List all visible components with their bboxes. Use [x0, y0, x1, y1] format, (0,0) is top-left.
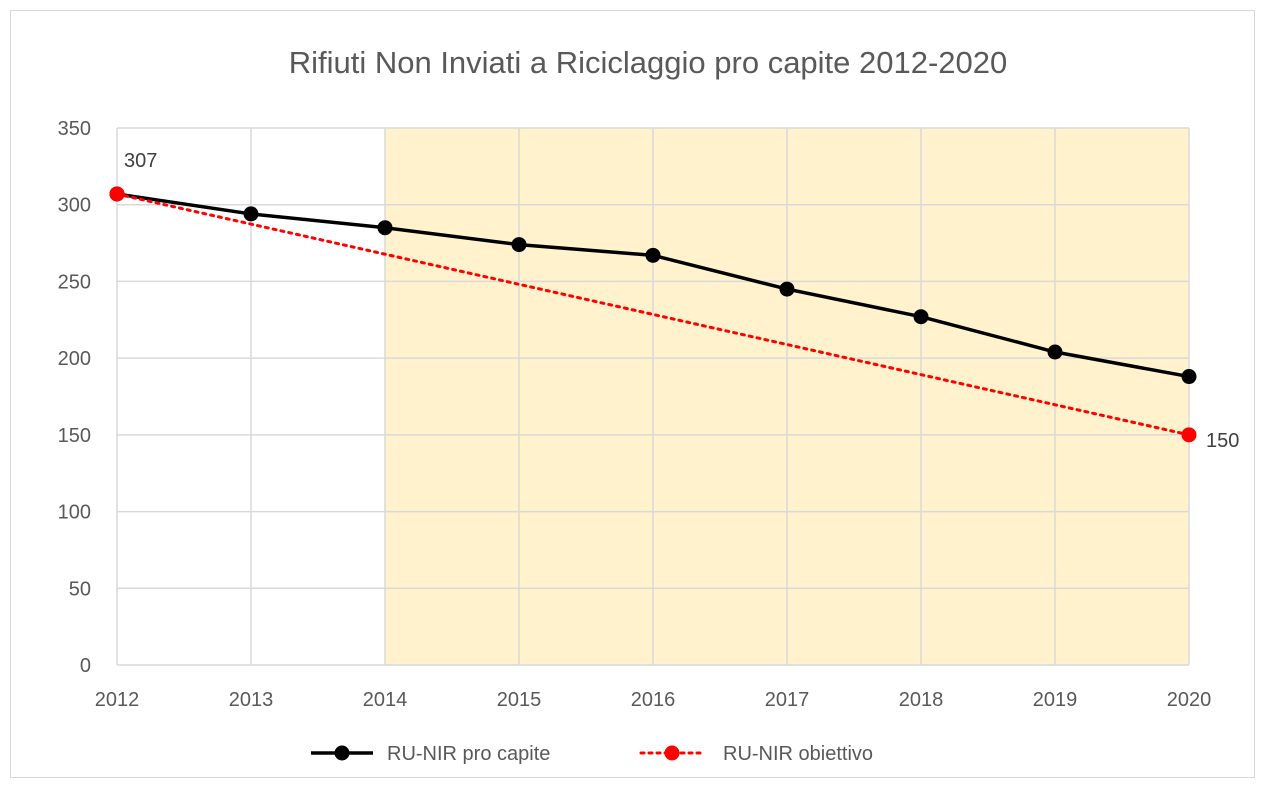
y-tick-label: 150	[58, 425, 91, 447]
series-1-point	[377, 220, 393, 236]
series-1-point	[913, 309, 929, 325]
chart-frame: Rifiuti Non Inviati a Riciclaggio pro ca…	[10, 10, 1255, 778]
x-tick-label: 2017	[765, 689, 810, 711]
series-2-point	[109, 186, 125, 202]
x-tick-label: 2015	[497, 689, 542, 711]
series-layer	[109, 186, 1197, 443]
y-axis: 0 50 100 150 200 250 300 350	[58, 118, 91, 677]
y-tick-label: 0	[80, 655, 91, 677]
series-1-point	[1181, 369, 1197, 385]
line-chart: Rifiuti Non Inviati a Riciclaggio pro ca…	[58, 45, 1240, 765]
x-tick-label: 2012	[95, 689, 140, 711]
data-label: 307	[124, 150, 157, 172]
annotations-layer: 307 150	[124, 150, 1239, 452]
series-1-point	[645, 247, 661, 263]
legend-label: RU-NIR obiettivo	[723, 743, 873, 765]
x-tick-label: 2020	[1167, 689, 1212, 711]
series-1-point	[779, 281, 795, 297]
legend-marker	[334, 745, 350, 761]
series-line-2	[115, 192, 1191, 437]
chart-title: Rifiuti Non Inviati a Riciclaggio pro ca…	[289, 45, 1008, 80]
x-tick-label: 2013	[229, 689, 274, 711]
series-1-point	[511, 237, 527, 253]
legend-marker	[664, 745, 680, 761]
grid-layer	[116, 127, 1190, 666]
y-tick-label: 200	[58, 348, 91, 370]
x-tick-label: 2018	[899, 689, 944, 711]
series-1-point	[1047, 344, 1063, 360]
x-tick-label: 2019	[1033, 689, 1078, 711]
legend: RU-NIR pro capite RU-NIR obiettivo	[311, 743, 873, 765]
x-axis: 2012 2013 2014 2015 2016 2017 2018 2019 2020	[95, 689, 1212, 711]
legend-label: RU-NIR pro capite	[387, 743, 550, 765]
y-tick-label: 350	[58, 118, 91, 140]
y-tick-label: 250	[58, 271, 91, 293]
series-2-point	[1181, 427, 1197, 443]
y-tick-label: 300	[58, 195, 91, 217]
series-1-point	[243, 206, 259, 222]
x-tick-label: 2014	[363, 689, 408, 711]
y-tick-label: 50	[69, 578, 91, 600]
y-tick-label: 100	[58, 502, 91, 524]
data-label: 150	[1206, 430, 1239, 452]
x-tick-label: 2016	[631, 689, 676, 711]
